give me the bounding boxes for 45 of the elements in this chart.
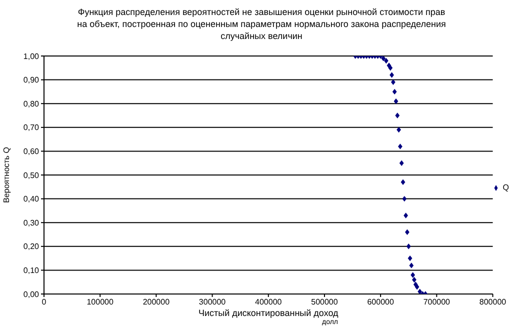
point [414,284,420,290]
x-tick-label: 100000 [86,298,114,307]
point [395,112,400,118]
y-tick-label: 0,50 [23,170,40,180]
point [392,88,397,95]
point [384,58,388,64]
point [405,229,410,235]
y-tick-label: 0,40 [23,194,40,204]
point [390,72,394,78]
x-tick-label: 200000 [142,298,170,307]
point [402,196,407,202]
point [418,288,422,294]
point [381,56,386,62]
legend-label: Q [502,183,509,192]
point [394,98,398,104]
y-tick-label: 0,70 [23,123,40,132]
x-tick-label: 500000 [311,298,338,307]
point [404,212,408,218]
x-tick-label: 300000 [198,298,226,307]
y-tick-label: 0,90 [23,76,40,85]
point [406,244,411,250]
y-axis-title: Вероятность Q [2,147,11,203]
chart-title: Функция распределения вероятностей не завышения оценки рыночной стоимости прав на объект, построенная по оцененным параметрам нормального закона распределения случайных величин [76,6,446,42]
point [400,179,406,185]
y-tick-label: 0,80 [23,99,40,108]
x-tick-label: 400000 [255,298,282,307]
point [390,79,396,86]
point [399,160,404,166]
point [408,255,412,262]
y-tick-label: 0,10 [23,266,40,276]
x-tick-label: 600000 [367,298,394,307]
y-tick-label: 1,00 [23,52,40,61]
x-tick-label: 800000 [479,298,507,307]
y-tick-label: 0,00 [23,290,40,299]
y-tick-label: 0,30 [23,218,40,228]
point [388,65,393,71]
y-tick-label: 0,60 [23,147,40,156]
x-axis-title: Чистый дисконтированный доход [198,308,340,318]
point [410,272,416,278]
y-tick-label: 0,20 [23,242,40,252]
point [398,144,402,150]
point [396,126,402,133]
point [409,262,414,268]
x-tick-label: 0 [42,298,47,307]
x-tick-label: 700000 [423,298,451,307]
